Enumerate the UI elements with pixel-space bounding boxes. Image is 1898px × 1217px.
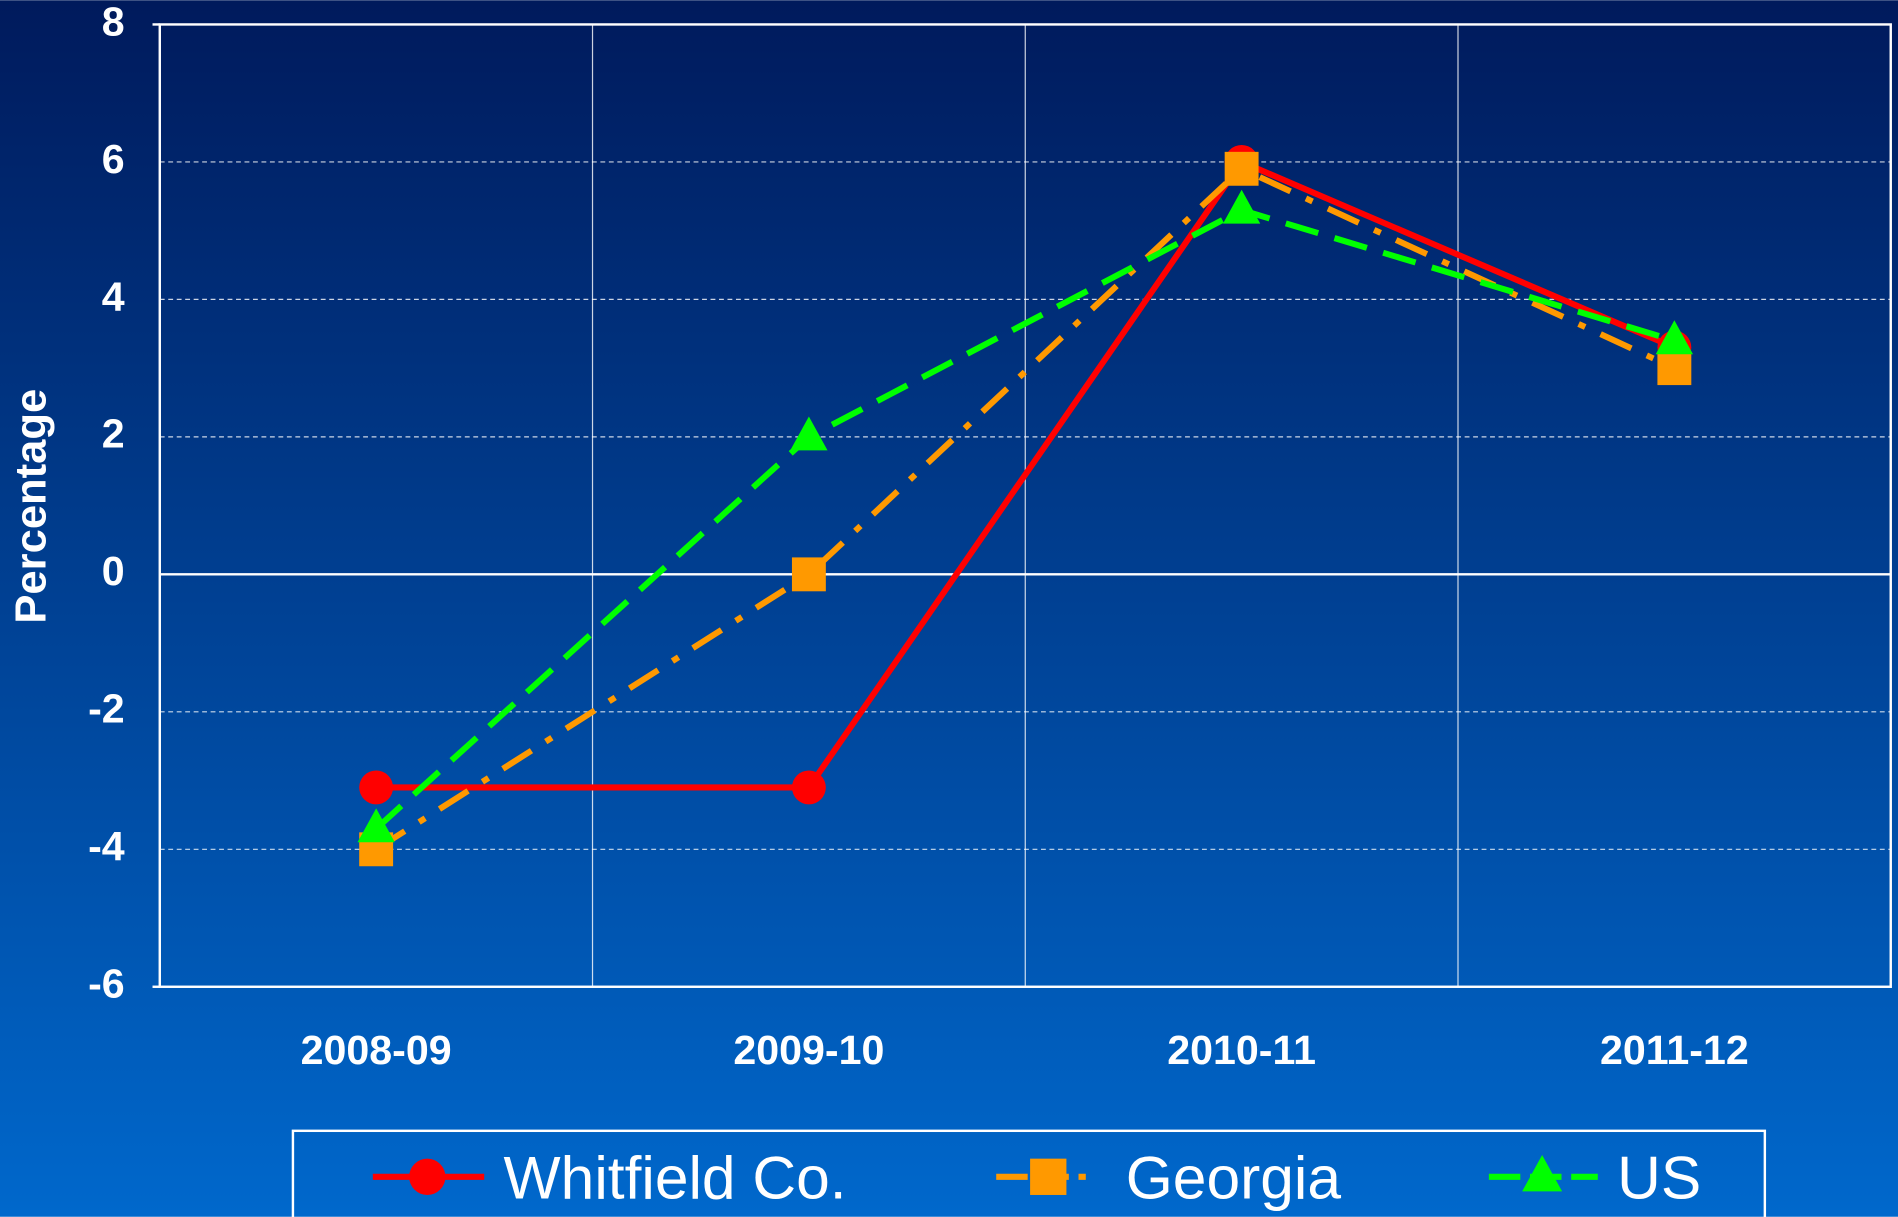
marker	[359, 770, 394, 805]
y-tick-label: 6	[102, 136, 125, 182]
y-tick-label: 4	[102, 273, 125, 319]
marker	[790, 416, 828, 451]
marker	[1224, 151, 1259, 186]
marker	[1030, 1158, 1067, 1195]
x-tick-label: 2008-09	[301, 1027, 452, 1073]
y-tick-label: -4	[88, 823, 125, 869]
marker	[791, 557, 826, 592]
x-tick-label: 2010-11	[1167, 1027, 1316, 1073]
y-tick-label: 0	[102, 548, 125, 594]
legend-label: Whitfield Co.	[504, 1144, 847, 1212]
series-line	[374, 206, 1676, 831]
y-tick-label: -2	[88, 686, 125, 732]
legend-label: Georgia	[1126, 1144, 1342, 1212]
marker	[1222, 189, 1261, 224]
marker	[357, 808, 395, 843]
marker	[791, 770, 826, 805]
y-axis-label: Percentage	[7, 389, 55, 624]
series-line	[374, 165, 1676, 852]
y-tick-label: 2	[102, 411, 125, 457]
marker	[1657, 351, 1692, 386]
marker	[1655, 320, 1694, 355]
series-line	[376, 158, 1676, 791]
legend-box	[291, 1129, 1767, 1217]
y-tick-label: 8	[102, 0, 125, 44]
y-tick-label: -6	[88, 961, 125, 1007]
marker	[409, 1158, 446, 1195]
legend-label: US	[1617, 1144, 1701, 1212]
x-tick-label: 2011-12	[1600, 1027, 1749, 1073]
marker	[1522, 1155, 1563, 1192]
x-tick-label: 2009-10	[733, 1027, 884, 1073]
